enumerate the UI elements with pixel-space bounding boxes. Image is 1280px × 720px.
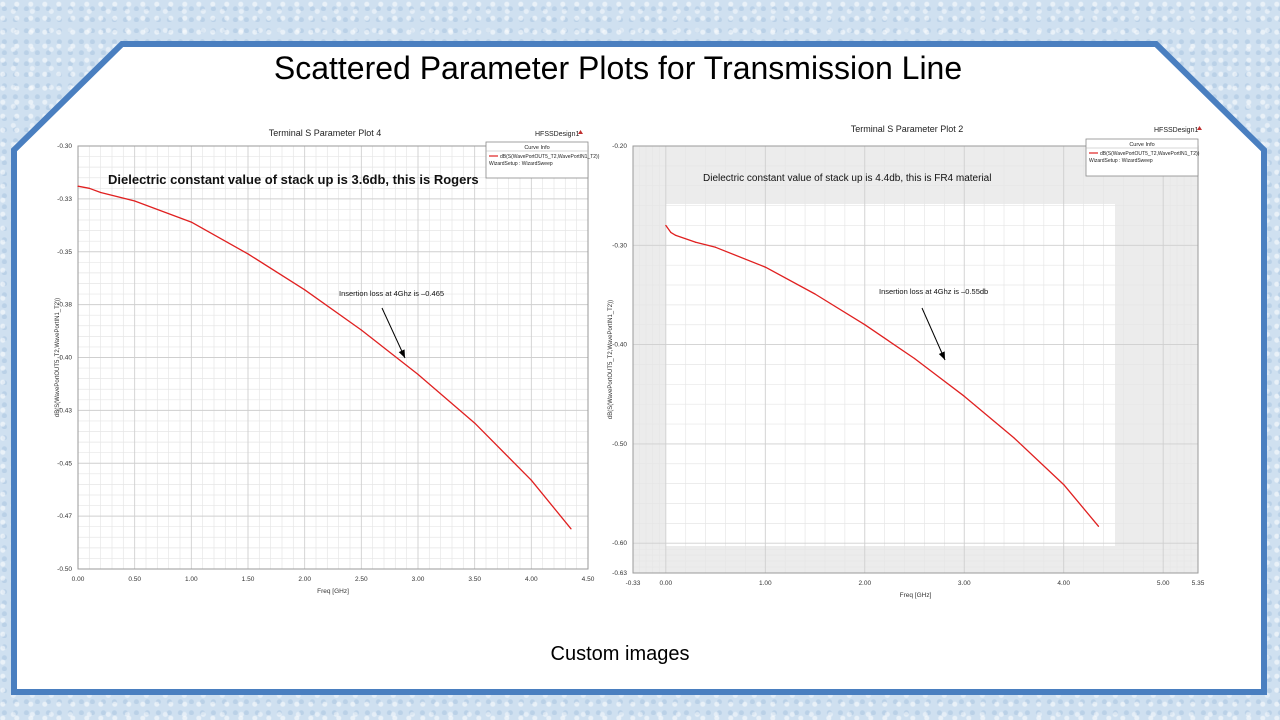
- chart-left-svg: 0.00 0.50 1.00 1.50 2.00 2.50 3.00 3.50 4.00 4.50…: [55, 128, 600, 595]
- x-tick-label: -0.33: [626, 580, 641, 587]
- plot-border: [77, 145, 589, 570]
- y-tick-label: -0.30: [57, 143, 72, 150]
- design-label: HFSSDesign1: [1154, 127, 1198, 134]
- chart-right-svg: -0.33 0.00 1.00 2.00 3.00 4.00 5.00 5.35 -0.20 -0…: [608, 124, 1205, 599]
- x-tick-label: 2.00: [298, 576, 311, 583]
- x-tick-label: 2.50: [355, 576, 368, 583]
- chart-note: Dielectric constant value of stack up is…: [108, 172, 479, 187]
- annotation-text: Insertion loss at 4Ghz is –0.465: [339, 289, 444, 298]
- y-axis-label: dB(S(WavePortOUT5_T2,WavePortIN1_T2)): [55, 298, 61, 417]
- data-point: [1063, 484, 1065, 486]
- chart-title: Terminal S Parameter Plot 4: [269, 128, 382, 138]
- x-tick-label: 1.00: [759, 580, 772, 587]
- data-point: [360, 329, 362, 331]
- x-axis-label: Freq [GHz]: [900, 592, 932, 599]
- x-tick-label: 5.35: [1192, 580, 1205, 587]
- x-tick-label: 5.00: [1157, 580, 1170, 587]
- y-tick-label: -0.50: [612, 441, 627, 448]
- y-tick-label: -0.40: [612, 342, 627, 349]
- chart-title: Terminal S Parameter Plot 2: [851, 124, 964, 134]
- annotation-arrow: [921, 307, 946, 361]
- data-point: [864, 324, 866, 326]
- data-point: [963, 395, 965, 397]
- data-point: [77, 185, 79, 187]
- data-point: [764, 266, 766, 268]
- data-point: [714, 246, 717, 248]
- y-tick-label: -0.45: [57, 460, 72, 467]
- legend-box: [485, 141, 589, 179]
- data-point: [530, 479, 532, 481]
- data-point: [88, 187, 90, 189]
- legend-box: [1085, 138, 1199, 177]
- x-tick-label: 4.00: [525, 576, 538, 583]
- design-marker-icon: [578, 130, 583, 134]
- design-label: HFSSDesign1: [535, 131, 579, 138]
- x-tick-label: 2.00: [858, 580, 871, 587]
- data-point: [100, 191, 102, 194]
- x-tick-label: 0.00: [72, 576, 85, 583]
- x-tick-label: 1.50: [242, 576, 255, 583]
- x-tick-label: 0.00: [659, 580, 672, 587]
- slide-title: Scattered Parameter Plots for Transmissi…: [273, 50, 963, 86]
- plot-border: [632, 145, 1199, 574]
- x-tick-label: 1.00: [185, 576, 198, 583]
- x-tick-label: 3.50: [468, 576, 481, 583]
- annotation-text: Insertion loss at 4Ghz is –0.55db: [879, 287, 988, 296]
- design-marker-icon: [1197, 126, 1202, 130]
- data-point: [474, 422, 476, 424]
- chart-left: 0.00 0.50 1.00 1.50 2.00 2.50 3.00 3.50 4.00 4.50…: [50, 120, 600, 595]
- data-point: [913, 357, 916, 360]
- y-tick-label: -0.38: [57, 302, 72, 309]
- legend-entry: dB(S(WavePortOUT5_T2,WavePortIN1_T2)): [1100, 151, 1200, 157]
- data-point: [1013, 437, 1015, 439]
- legend-header: Curve Info: [1129, 142, 1154, 148]
- arrow-head-icon: [938, 351, 945, 360]
- y-tick-label: -0.30: [612, 242, 627, 249]
- x-tick-label: 0.50: [128, 576, 141, 583]
- y-tick-label: -0.20: [612, 143, 627, 150]
- x-tick-label: 3.00: [412, 576, 425, 583]
- data-point: [190, 221, 192, 223]
- chart-note: Dielectric constant value of stack up is…: [703, 173, 991, 184]
- data-point: [134, 200, 136, 202]
- data-point: [814, 293, 816, 295]
- data-point: [675, 234, 677, 236]
- arrow-head-icon: [398, 349, 405, 358]
- y-tick-label: -0.35: [57, 249, 72, 256]
- y-axis-label: dB(S(WavePortOUT5_T2,WavePortIN1_T2)): [608, 300, 614, 419]
- data-point: [570, 528, 572, 530]
- data-point: [304, 289, 306, 291]
- y-tick-label: -0.33: [57, 196, 72, 203]
- x-tick-label: 4.00: [1057, 580, 1070, 587]
- data-point: [670, 231, 672, 233]
- series-line: [77, 185, 572, 530]
- legend-header: Curve Info: [524, 145, 549, 151]
- annotation-arrow: [381, 307, 406, 359]
- data-point: [695, 241, 697, 243]
- data-point: [417, 373, 419, 376]
- y-tick-label: -0.50: [57, 566, 72, 573]
- y-tick-label: -0.43: [57, 407, 72, 414]
- legend-sub: WizardSetup : WizardSweep: [489, 161, 553, 167]
- plot-inner-area: [666, 204, 1115, 546]
- x-tick-label: 4.50: [582, 576, 595, 583]
- data-point: [665, 224, 667, 227]
- data-point: [1097, 525, 1100, 527]
- y-tick-label: -0.60: [612, 540, 627, 547]
- data-point: [247, 253, 249, 255]
- y-tick-label: -0.40: [57, 355, 72, 362]
- slide-caption: Custom images: [550, 643, 690, 665]
- legend-entry: dB(S(WavePortOUT5_T2,WavePortIN1_T2)): [500, 154, 600, 160]
- y-tick-label: -0.47: [57, 513, 72, 520]
- y-tick-label: -0.63: [612, 570, 627, 577]
- x-tick-label: 3.00: [958, 580, 971, 587]
- chart-right: -0.33 0.00 1.00 2.00 3.00 4.00 5.00 5.35 -0.20 -0…: [600, 118, 1210, 599]
- legend-sub: WizardSetup : WizardSweep: [1089, 158, 1153, 164]
- x-axis-label: Freq [GHz]: [317, 588, 349, 595]
